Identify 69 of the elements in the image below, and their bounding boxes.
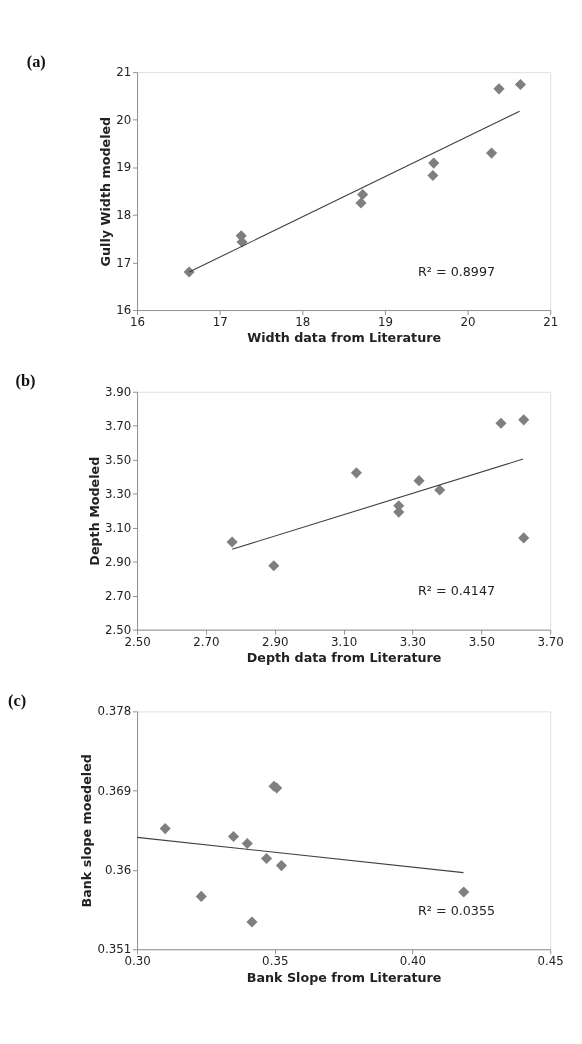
x-tick-label: 0.35 [262,954,289,969]
point [434,484,446,496]
x-tick-label: 17 [212,314,228,329]
x-tick-label: 2.70 [193,634,220,649]
y-tick-label: 2.50 [104,622,132,637]
x-tick-label: 2.90 [262,634,289,649]
point [195,890,207,902]
point [227,830,240,843]
annotation: R² = 0.0355 [418,902,496,918]
point [518,414,530,426]
y-axis-title: Gully Width modeled [97,116,113,267]
point [413,475,425,487]
point [355,197,367,209]
point [486,147,498,159]
point [241,837,253,850]
point [275,860,287,872]
x-tick-label: 21 [543,314,559,329]
x-tick-label: 19 [377,314,393,329]
x-tick-label: 18 [295,314,311,329]
x-tick-label: 0.45 [537,954,564,969]
point [159,823,171,835]
point [514,79,527,91]
chart-title: (c) [7,690,27,710]
y-tick-label: 2.70 [104,588,132,603]
x-tick-label: 20 [460,314,476,329]
y-tick-label: 17 [116,255,132,270]
x-tick-label: 3.30 [399,634,427,649]
y-tick-label: 0.351 [97,942,132,957]
x-tick-label: 0.30 [124,954,151,969]
annotation: R² = 0.4147 [418,583,496,599]
point [246,916,258,928]
y-axis-title: Bank slope moedeled [79,754,95,908]
point [428,157,440,169]
y-tick-label: 3.70 [104,418,132,433]
y-tick-label: 3.90 [104,384,132,399]
x-tick-label: 3.10 [330,634,358,649]
x-axis-title: Depth data from Literature [246,649,442,665]
y-tick-label: 0.36 [104,863,132,878]
y-tick-label: 20 [116,112,132,127]
x-tick-label: 3.70 [537,634,564,649]
chart-title: (a) [26,51,46,71]
y-tick-label: 16 [116,303,132,318]
y-tick-label: 2.90 [104,554,132,569]
y-tick-label: 0.378 [97,704,132,719]
point [427,169,439,181]
x-tick-label: 16 [130,314,146,329]
y-axis-title: Depth Modeled [86,456,102,566]
point [260,852,273,865]
x-axis-title: Width data from Literature [247,330,442,346]
y-tick-label: 3.30 [104,486,132,501]
point [493,83,505,95]
y-tick-label: 21 [116,65,132,80]
y-tick-label: 3.50 [104,452,132,467]
point [495,417,507,429]
point [458,886,470,898]
point [226,536,238,548]
annotation: R² = 0.8997 [418,263,496,279]
x-tick-label: 0.40 [399,954,427,969]
chart-title: (b) [15,371,36,391]
x-axis-title: Bank Slope from Literature [246,969,442,985]
point [357,188,369,201]
point [350,467,362,479]
y-tick-label: 3.10 [104,520,132,535]
x-tick-label: 3.50 [468,634,495,649]
point [518,532,530,544]
y-tick-label: 19 [116,160,132,175]
y-tick-label: 0.369 [97,783,132,798]
y-tick-label: 18 [116,208,132,223]
point [268,560,280,572]
